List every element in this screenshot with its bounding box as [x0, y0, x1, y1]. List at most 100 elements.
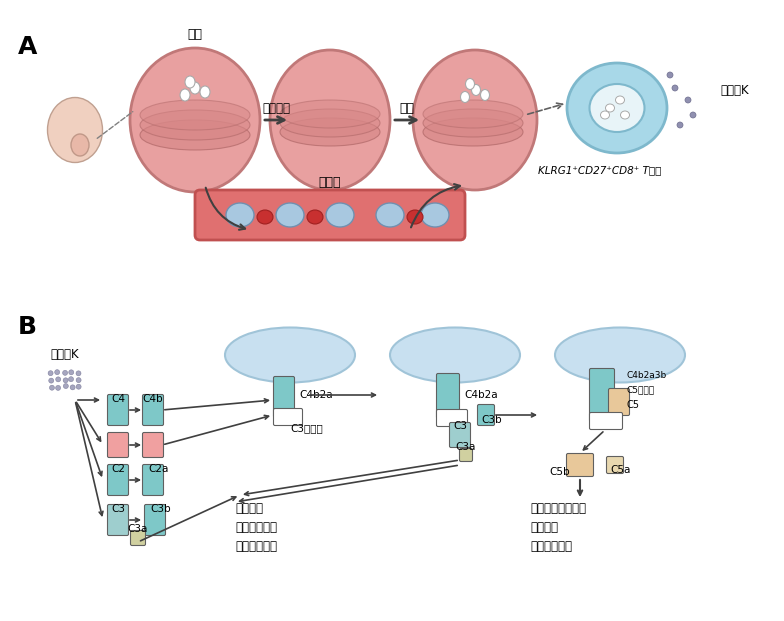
- Text: 颗粒酶K: 颗粒酶K: [50, 348, 78, 361]
- Text: A: A: [18, 35, 38, 59]
- Text: B: B: [18, 315, 37, 339]
- Text: 手术清除: 手术清除: [262, 101, 290, 114]
- Text: C3a: C3a: [456, 442, 476, 452]
- Ellipse shape: [423, 109, 523, 137]
- Ellipse shape: [62, 386, 67, 391]
- Ellipse shape: [140, 120, 250, 150]
- FancyBboxPatch shape: [130, 530, 146, 545]
- Ellipse shape: [71, 378, 75, 383]
- Ellipse shape: [70, 384, 75, 389]
- Text: C3: C3: [453, 421, 467, 431]
- Text: C2: C2: [111, 464, 125, 474]
- Text: C5转化酶: C5转化酶: [627, 386, 655, 394]
- Ellipse shape: [55, 378, 60, 383]
- Text: C3a: C3a: [128, 524, 148, 534]
- FancyBboxPatch shape: [437, 409, 467, 427]
- Ellipse shape: [63, 370, 67, 375]
- Ellipse shape: [130, 48, 260, 192]
- Ellipse shape: [690, 112, 696, 118]
- Ellipse shape: [423, 100, 523, 128]
- Ellipse shape: [276, 203, 304, 227]
- Ellipse shape: [471, 84, 481, 96]
- Ellipse shape: [667, 72, 673, 78]
- Ellipse shape: [140, 110, 250, 140]
- Text: 息肉: 息肉: [187, 29, 202, 42]
- Ellipse shape: [326, 203, 354, 227]
- Text: C2a: C2a: [149, 464, 169, 474]
- Text: C3b: C3b: [151, 504, 172, 514]
- Ellipse shape: [460, 91, 470, 102]
- FancyBboxPatch shape: [449, 422, 470, 448]
- Ellipse shape: [677, 122, 683, 128]
- Ellipse shape: [69, 369, 74, 374]
- Ellipse shape: [567, 63, 667, 153]
- Ellipse shape: [180, 89, 190, 101]
- Ellipse shape: [280, 109, 380, 137]
- Text: C3b: C3b: [481, 415, 503, 425]
- Ellipse shape: [615, 96, 625, 104]
- Ellipse shape: [257, 210, 273, 224]
- Ellipse shape: [466, 78, 474, 89]
- FancyBboxPatch shape: [144, 504, 165, 535]
- Ellipse shape: [421, 203, 449, 227]
- Text: C4b: C4b: [143, 394, 163, 404]
- Ellipse shape: [672, 85, 678, 91]
- FancyBboxPatch shape: [477, 404, 495, 425]
- Text: 颗粒酶K: 颗粒酶K: [720, 83, 749, 96]
- Ellipse shape: [280, 118, 380, 146]
- Ellipse shape: [590, 84, 644, 132]
- Text: 膜攻击复合物形成
细胞裂解
促进炎症反应: 膜攻击复合物形成 细胞裂解 促进炎症反应: [530, 502, 586, 553]
- Text: C4b2a3b: C4b2a3b: [627, 371, 667, 379]
- Ellipse shape: [685, 97, 691, 103]
- FancyBboxPatch shape: [107, 504, 129, 535]
- Ellipse shape: [140, 100, 250, 130]
- FancyBboxPatch shape: [195, 190, 465, 240]
- FancyBboxPatch shape: [459, 448, 473, 461]
- FancyBboxPatch shape: [107, 432, 129, 458]
- Ellipse shape: [49, 378, 54, 383]
- FancyBboxPatch shape: [274, 409, 303, 425]
- Text: C3: C3: [111, 504, 125, 514]
- Text: C3转化酶: C3转化酶: [290, 423, 323, 433]
- Ellipse shape: [200, 86, 210, 98]
- Ellipse shape: [376, 203, 404, 227]
- Ellipse shape: [601, 111, 609, 119]
- Ellipse shape: [270, 50, 390, 190]
- FancyBboxPatch shape: [274, 376, 295, 417]
- FancyBboxPatch shape: [590, 412, 622, 430]
- Ellipse shape: [620, 111, 630, 119]
- Text: C5b: C5b: [550, 467, 570, 477]
- Ellipse shape: [423, 118, 523, 146]
- FancyBboxPatch shape: [590, 368, 615, 422]
- Ellipse shape: [555, 327, 685, 383]
- Ellipse shape: [280, 100, 380, 128]
- Text: 血管扩张
招募炎性细胞
粒细胞脱颗粒: 血管扩张 招募炎性细胞 粒细胞脱颗粒: [235, 502, 277, 553]
- FancyBboxPatch shape: [107, 394, 129, 425]
- Text: C4b2a: C4b2a: [299, 390, 332, 400]
- Ellipse shape: [185, 76, 195, 88]
- Text: 外周血: 外周血: [319, 176, 341, 189]
- FancyBboxPatch shape: [608, 389, 630, 415]
- Ellipse shape: [56, 370, 60, 375]
- Ellipse shape: [49, 369, 53, 375]
- Ellipse shape: [226, 203, 254, 227]
- Ellipse shape: [390, 327, 520, 383]
- Ellipse shape: [71, 134, 89, 156]
- Ellipse shape: [407, 210, 423, 224]
- Ellipse shape: [63, 378, 67, 383]
- Ellipse shape: [77, 378, 82, 383]
- Ellipse shape: [413, 50, 537, 190]
- Text: C5a: C5a: [611, 465, 631, 475]
- Ellipse shape: [605, 104, 615, 112]
- Ellipse shape: [190, 82, 200, 94]
- Ellipse shape: [48, 384, 53, 389]
- Ellipse shape: [225, 327, 355, 383]
- FancyBboxPatch shape: [143, 394, 164, 425]
- FancyBboxPatch shape: [567, 453, 593, 476]
- FancyBboxPatch shape: [107, 465, 129, 496]
- Ellipse shape: [56, 385, 60, 390]
- Text: C4: C4: [111, 394, 125, 404]
- Ellipse shape: [307, 210, 323, 224]
- FancyBboxPatch shape: [607, 456, 623, 473]
- Ellipse shape: [481, 89, 489, 101]
